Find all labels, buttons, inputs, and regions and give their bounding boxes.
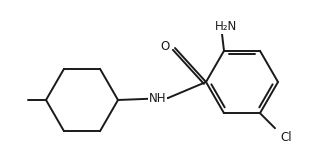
Text: O: O (161, 40, 170, 53)
Text: H₂N: H₂N (215, 20, 237, 33)
Text: NH: NH (148, 91, 166, 104)
Text: Cl: Cl (280, 131, 292, 144)
